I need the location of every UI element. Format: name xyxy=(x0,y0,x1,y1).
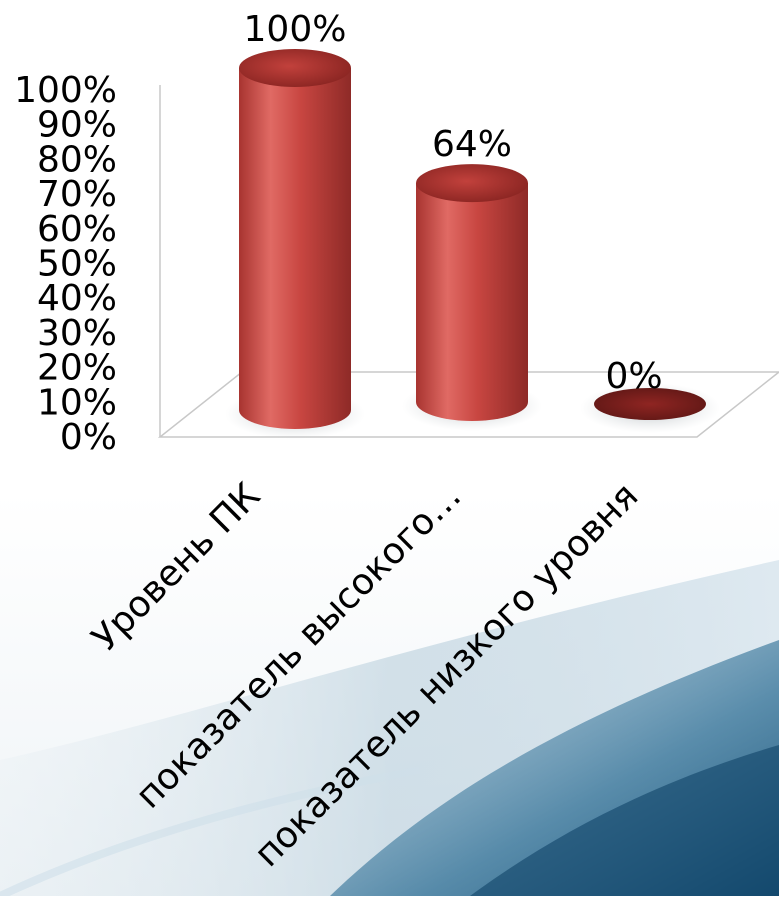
bar-data-label: 0% xyxy=(605,356,662,397)
y-tick-label: 0% xyxy=(60,417,117,458)
y-tick-label: 30% xyxy=(37,313,117,354)
y-tick-label: 60% xyxy=(37,209,117,250)
bar: 64% xyxy=(402,124,542,431)
bar: 100% xyxy=(225,9,365,439)
y-tick-label: 100% xyxy=(14,70,117,111)
y-tick-label: 10% xyxy=(37,382,117,423)
y-tick-label: 90% xyxy=(37,105,117,146)
bar: 0% xyxy=(580,356,720,433)
y-tick-label: 70% xyxy=(37,174,117,215)
y-tick-label: 40% xyxy=(37,278,117,319)
bar-top xyxy=(239,49,351,87)
y-axis-ticks: 0%10%20%30%40%50%60%70%80%90%100% xyxy=(14,70,117,458)
bar-top xyxy=(594,388,706,420)
y-tick-label: 80% xyxy=(37,139,117,180)
bar-top xyxy=(416,164,528,203)
bar-data-label: 64% xyxy=(432,124,512,165)
bar-body xyxy=(239,68,351,429)
bar-body xyxy=(416,183,528,421)
y-tick-label: 50% xyxy=(37,244,117,285)
bar-data-label: 100% xyxy=(244,9,347,50)
y-tick-label: 20% xyxy=(37,348,117,389)
bar-series: 100% 64% 0% xyxy=(225,9,720,439)
